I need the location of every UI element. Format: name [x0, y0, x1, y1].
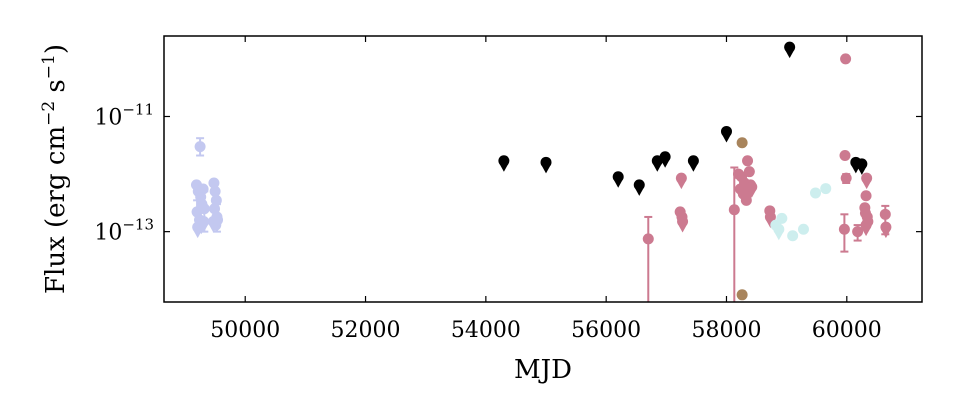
x-tick-label: 56000 — [571, 318, 641, 343]
data-point — [208, 177, 220, 189]
data-point — [736, 137, 748, 149]
data-point — [642, 233, 654, 245]
y-tick-label-exp: −11 — [122, 100, 154, 118]
upper-limit-point — [784, 41, 796, 53]
upper-limit-point — [540, 156, 552, 168]
y-tick-label: 10−11 — [94, 100, 154, 130]
y-axis-label-part3: ) — [41, 44, 71, 54]
upper-limit-point — [861, 172, 873, 184]
series-black — [498, 41, 868, 196]
data-point — [209, 185, 221, 197]
data-point — [838, 223, 850, 235]
y-tick-label-base: 10 — [94, 221, 122, 246]
upper-limit-point — [659, 151, 671, 163]
data-point — [194, 141, 206, 153]
y-axis-label-part1: Flux (erg cm — [41, 126, 71, 294]
data-point — [797, 223, 809, 235]
upper-limit-point — [212, 214, 224, 226]
y-axis-label-exp2: −1 — [39, 54, 59, 79]
data-point — [810, 187, 822, 199]
x-tick-label: 58000 — [691, 318, 761, 343]
data-point — [840, 172, 852, 184]
upper-limit-point — [198, 216, 210, 228]
upper-limit-point — [612, 171, 624, 183]
plot-area — [164, 36, 922, 302]
y-tick-label-exp: −13 — [122, 216, 154, 234]
plot-frame — [163, 35, 923, 303]
data-point — [776, 212, 788, 224]
y-tick-label: 10−13 — [94, 216, 154, 246]
y-axis-label-exp1: −2 — [39, 101, 59, 126]
y-tick-label-base: 10 — [94, 105, 122, 130]
x-tick-label: 60000 — [812, 318, 882, 343]
data-point — [820, 183, 832, 195]
upper-limit-point — [862, 216, 874, 228]
series-brown — [736, 137, 748, 301]
data-point — [840, 53, 852, 65]
data-point — [728, 204, 740, 216]
upper-limit-point — [675, 172, 687, 184]
data-point — [839, 150, 851, 162]
data-point — [742, 155, 754, 167]
data-point — [852, 226, 864, 238]
y-axis-label-part2: s — [41, 79, 71, 101]
data-point — [743, 166, 755, 178]
series-lightcyan — [770, 183, 832, 242]
x-tick-label: 50000 — [210, 318, 280, 343]
x-tick-label: 54000 — [451, 318, 521, 343]
data-point — [879, 208, 891, 220]
x-tick-label: 52000 — [331, 318, 401, 343]
upper-limit-point — [687, 155, 699, 167]
upper-limit-point — [633, 179, 645, 191]
data-point — [197, 183, 209, 195]
data-point — [787, 230, 799, 242]
data-point — [210, 194, 222, 206]
upper-limit-point — [677, 216, 689, 228]
data-point — [736, 289, 748, 301]
upper-limit-point — [773, 223, 785, 235]
data-point — [198, 203, 210, 215]
x-axis-label: MJD — [514, 355, 572, 385]
data-point — [860, 190, 872, 202]
upper-limit-point — [498, 155, 510, 167]
upper-limit-point — [746, 181, 758, 193]
series-lavender — [190, 137, 224, 239]
upper-limit-point — [856, 158, 868, 170]
upper-limit-point — [764, 211, 776, 223]
upper-limit-point — [880, 221, 892, 233]
upper-limit-point — [720, 125, 732, 137]
x-axis: 50000 52000 54000 56000 58000 60000 — [210, 36, 882, 343]
data-marks — [190, 41, 892, 302]
y-axis-label: Flux (erg cm−2 s−1) — [39, 44, 71, 294]
